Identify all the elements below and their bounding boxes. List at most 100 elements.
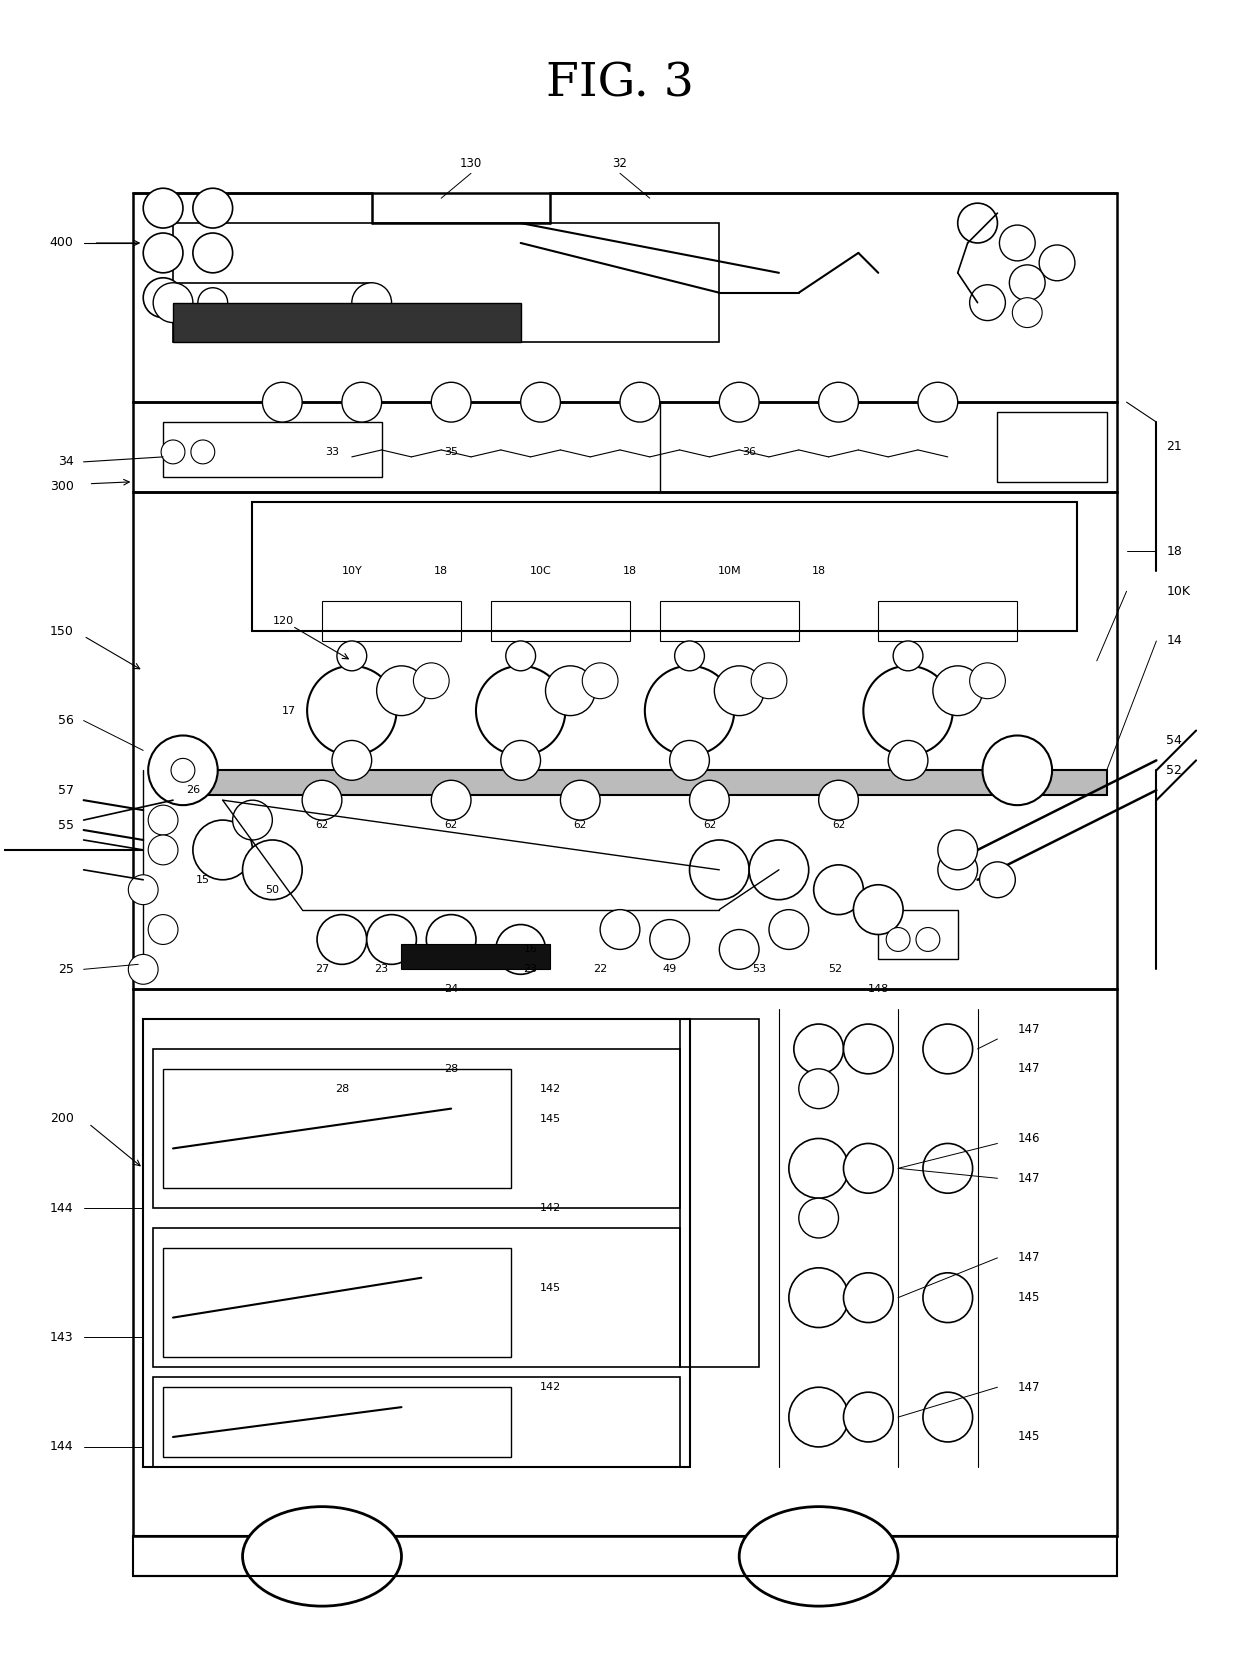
Text: 24: 24 — [444, 984, 459, 994]
Bar — [174, 282, 372, 322]
Circle shape — [128, 954, 159, 984]
Circle shape — [193, 234, 233, 272]
Circle shape — [923, 1024, 972, 1074]
Text: 142: 142 — [539, 1084, 560, 1094]
Text: 10C: 10C — [529, 566, 552, 576]
Text: 10Y: 10Y — [341, 566, 362, 576]
Circle shape — [843, 1273, 893, 1323]
Circle shape — [970, 286, 1006, 321]
Circle shape — [154, 282, 193, 322]
Bar — [164, 423, 382, 478]
Circle shape — [149, 805, 179, 835]
Text: 145: 145 — [1017, 1291, 1039, 1304]
Text: 145: 145 — [1017, 1431, 1039, 1443]
Text: 130: 130 — [460, 157, 482, 170]
Text: 23: 23 — [523, 964, 538, 974]
Text: 54: 54 — [1167, 735, 1182, 746]
Circle shape — [1009, 266, 1045, 301]
Text: 36: 36 — [742, 448, 756, 458]
Circle shape — [813, 865, 863, 915]
Circle shape — [583, 663, 618, 698]
Bar — [133, 989, 1117, 1536]
Circle shape — [600, 910, 640, 950]
Text: 18: 18 — [812, 566, 826, 576]
Text: 200: 200 — [50, 1112, 73, 1126]
Circle shape — [501, 740, 541, 780]
Text: 32: 32 — [613, 157, 627, 170]
Circle shape — [144, 189, 184, 229]
Text: 52: 52 — [1167, 763, 1182, 777]
Text: 22: 22 — [593, 964, 608, 974]
Ellipse shape — [243, 1506, 402, 1607]
Text: 142: 142 — [539, 1202, 560, 1212]
Circle shape — [191, 439, 215, 464]
Text: 34: 34 — [58, 456, 73, 468]
Bar — [184, 770, 1107, 795]
Circle shape — [317, 915, 367, 964]
Text: 147: 147 — [1017, 1251, 1040, 1264]
Circle shape — [843, 1144, 893, 1192]
Circle shape — [193, 820, 253, 880]
Bar — [878, 910, 957, 959]
Circle shape — [937, 830, 977, 870]
Circle shape — [863, 666, 952, 755]
Bar — [133, 491, 1117, 989]
Circle shape — [352, 282, 392, 322]
Circle shape — [367, 915, 417, 964]
Text: 150: 150 — [50, 625, 73, 638]
Ellipse shape — [739, 1506, 898, 1607]
Circle shape — [308, 666, 397, 755]
Circle shape — [789, 1139, 848, 1197]
Text: 400: 400 — [50, 237, 73, 249]
Text: 49: 49 — [662, 964, 677, 974]
Bar — [680, 1019, 759, 1368]
Circle shape — [818, 780, 858, 820]
Circle shape — [888, 740, 928, 780]
Bar — [878, 601, 1017, 641]
Circle shape — [149, 735, 218, 805]
Circle shape — [263, 382, 303, 423]
Circle shape — [161, 439, 185, 464]
Text: 18: 18 — [622, 566, 637, 576]
Circle shape — [432, 780, 471, 820]
Text: 148: 148 — [868, 984, 889, 994]
Text: 300: 300 — [50, 481, 73, 493]
Circle shape — [560, 780, 600, 820]
Circle shape — [794, 1024, 843, 1074]
Text: 145: 145 — [539, 1114, 560, 1124]
Circle shape — [193, 189, 233, 229]
Text: 147: 147 — [1017, 1022, 1040, 1035]
Text: 28: 28 — [335, 1084, 348, 1094]
Text: FIG. 3: FIG. 3 — [546, 62, 694, 107]
Circle shape — [714, 666, 764, 716]
Circle shape — [719, 930, 759, 969]
Circle shape — [893, 641, 923, 671]
Text: 143: 143 — [50, 1331, 73, 1344]
Circle shape — [332, 740, 372, 780]
Text: 146: 146 — [1017, 1132, 1040, 1146]
Text: 28: 28 — [444, 1064, 459, 1074]
Circle shape — [789, 1388, 848, 1446]
Circle shape — [546, 666, 595, 716]
Circle shape — [751, 663, 787, 698]
Circle shape — [1012, 297, 1042, 327]
Circle shape — [799, 1197, 838, 1237]
Text: 10M: 10M — [718, 566, 742, 576]
Circle shape — [999, 225, 1035, 261]
Circle shape — [670, 740, 709, 780]
Circle shape — [689, 840, 749, 900]
Bar — [154, 1227, 680, 1368]
Circle shape — [432, 382, 471, 423]
Text: 147: 147 — [1017, 1062, 1040, 1075]
Circle shape — [970, 663, 1006, 698]
Bar — [997, 412, 1107, 481]
Text: 52: 52 — [828, 964, 843, 974]
Circle shape — [149, 835, 179, 865]
Bar — [154, 1049, 680, 1207]
Circle shape — [233, 800, 273, 840]
Text: 120: 120 — [273, 616, 294, 626]
Circle shape — [887, 927, 910, 952]
Text: 62: 62 — [832, 820, 846, 830]
Text: 35: 35 — [444, 448, 458, 458]
Text: 17: 17 — [283, 706, 296, 716]
